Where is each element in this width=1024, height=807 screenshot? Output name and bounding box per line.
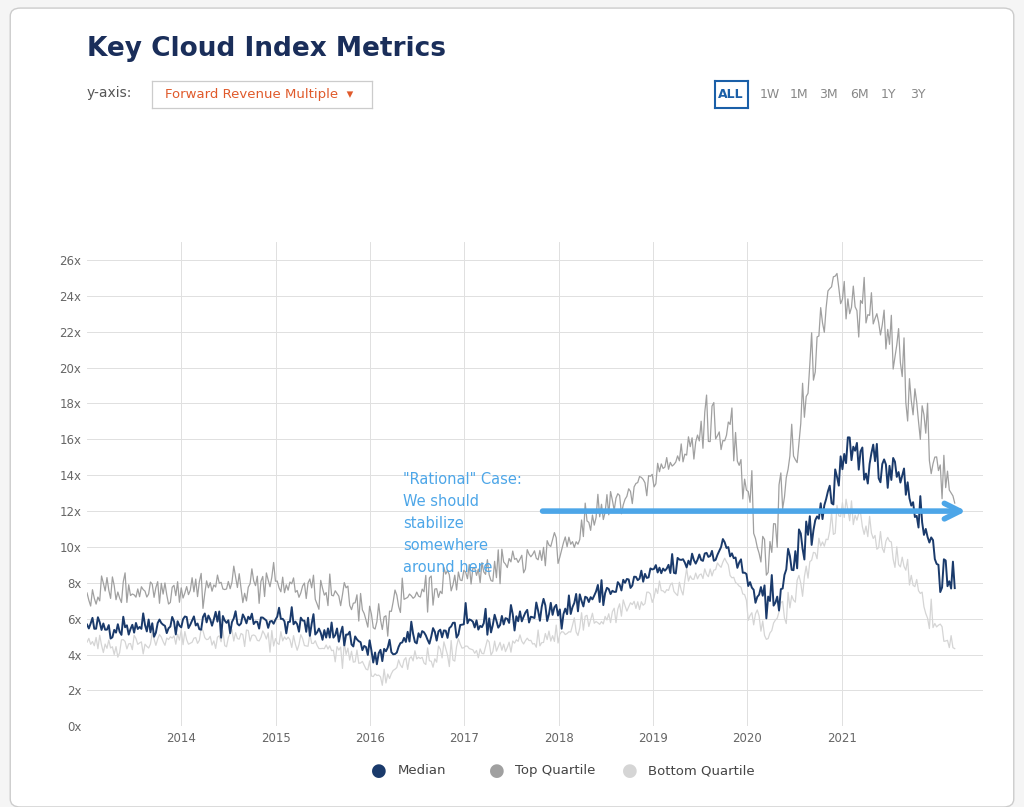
Text: ●: ● <box>622 762 638 780</box>
Text: Median: Median <box>397 764 445 777</box>
Text: 1Y: 1Y <box>881 88 897 101</box>
Text: y-axis:: y-axis: <box>87 86 132 100</box>
Text: 6M: 6M <box>850 88 868 101</box>
Text: 1M: 1M <box>790 88 808 101</box>
Text: Forward Revenue Multiple  ▾: Forward Revenue Multiple ▾ <box>165 88 353 101</box>
Text: ●: ● <box>488 762 505 780</box>
Text: ALL: ALL <box>718 88 744 101</box>
Text: 3Y: 3Y <box>909 88 926 101</box>
Text: 1W: 1W <box>760 88 780 101</box>
Text: 3M: 3M <box>819 88 838 101</box>
Text: Key Cloud Index Metrics: Key Cloud Index Metrics <box>87 36 446 62</box>
Text: Top Quartile: Top Quartile <box>515 764 595 777</box>
Text: ●: ● <box>371 762 387 780</box>
Text: Bottom Quartile: Bottom Quartile <box>648 764 755 777</box>
Text: "Rational" Case:
We should
stabilize
somewhere
around here: "Rational" Case: We should stabilize som… <box>403 471 522 575</box>
